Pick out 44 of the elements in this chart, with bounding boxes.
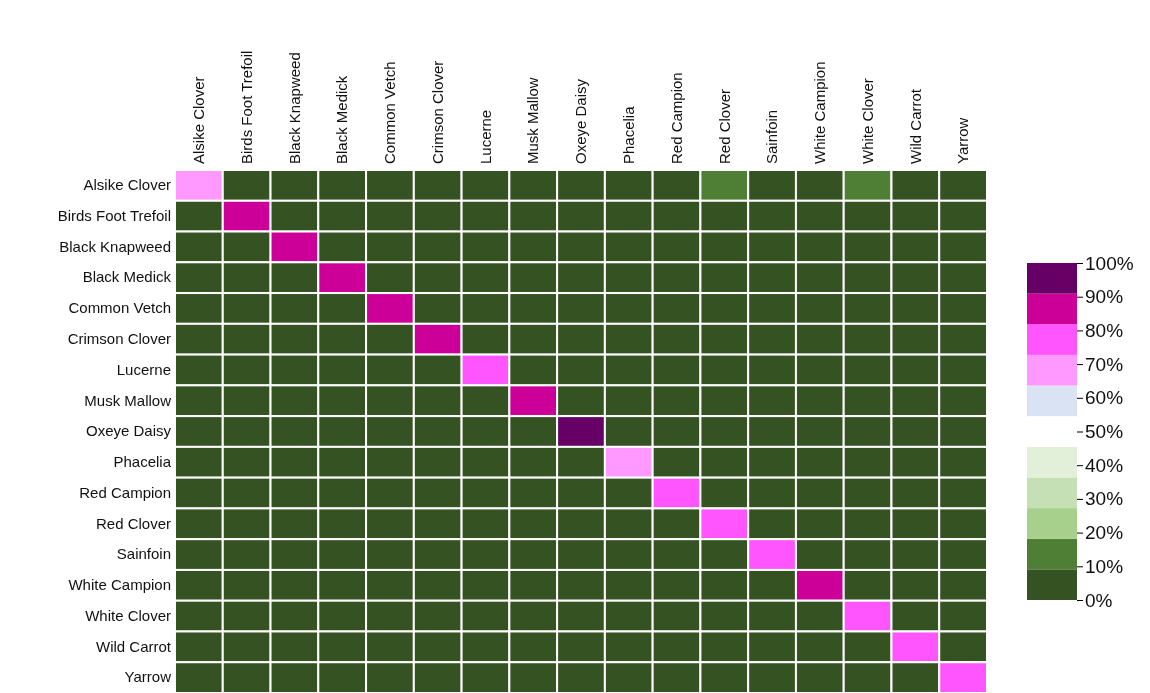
x-tick-label: Common Vetch bbox=[381, 61, 399, 164]
x-tick-label: Oxeye Daisy bbox=[572, 78, 590, 164]
y-tick-label: Crimson Clover bbox=[67, 330, 171, 348]
color-bar-label: 30% bbox=[1085, 488, 1124, 510]
x-tick-label: Musk Mallow bbox=[524, 77, 542, 164]
color-bar-label: 10% bbox=[1085, 555, 1124, 577]
x-tick-label: Black Medick bbox=[333, 75, 351, 164]
y-tick-label: Alsike Clover bbox=[83, 176, 171, 194]
color-bar-label: 70% bbox=[1085, 353, 1124, 375]
x-tick-label: Sainfoin bbox=[763, 109, 781, 164]
x-tick-label: Red Clover bbox=[715, 88, 733, 164]
y-tick-label: Birds Foot Trefoil bbox=[57, 206, 171, 224]
color-bar-label: 0% bbox=[1085, 589, 1113, 611]
x-tick-label: Lucerne bbox=[476, 109, 494, 164]
color-bar-label: 60% bbox=[1085, 387, 1124, 409]
y-tick-label: Common Vetch bbox=[68, 299, 171, 317]
x-tick-label: Yarrow bbox=[954, 117, 972, 164]
y-tick-label: Black Knapweed bbox=[59, 237, 171, 255]
y-tick-label: Oxeye Daisy bbox=[85, 422, 172, 440]
color-bar-label: 90% bbox=[1085, 286, 1124, 308]
color-bar-label: 20% bbox=[1085, 522, 1124, 544]
y-tick-label: White Campion bbox=[68, 576, 171, 594]
y-tick-label: Wild Carrot bbox=[95, 637, 172, 655]
color-bar-label: 80% bbox=[1085, 319, 1124, 341]
x-tick-label: Crimson Clover bbox=[428, 60, 446, 164]
x-tick-label: White Campion bbox=[811, 61, 829, 164]
color-bar-label: 100% bbox=[1085, 252, 1134, 274]
x-tick-label: Wild Carrot bbox=[906, 88, 924, 164]
y-tick-label: Sainfoin bbox=[116, 545, 171, 563]
y-tick-label: White Clover bbox=[85, 606, 171, 624]
y-tick-label: Musk Mallow bbox=[84, 391, 172, 409]
x-tick-label: Black Knapweed bbox=[285, 52, 303, 164]
x-tick-label: Phacelia bbox=[620, 105, 638, 164]
y-tick-label: Black Medick bbox=[82, 268, 172, 286]
color-bar-label: 40% bbox=[1085, 454, 1124, 476]
x-tick-label: Red Campion bbox=[667, 72, 685, 164]
color-bar-label: 50% bbox=[1085, 421, 1124, 443]
y-tick-label: Red Clover bbox=[95, 514, 171, 532]
x-tick-label: White Clover bbox=[858, 78, 876, 164]
y-tick-label: Yarrow bbox=[124, 668, 172, 686]
y-tick-label: Lucerne bbox=[116, 360, 171, 378]
y-tick-label: Phacelia bbox=[113, 453, 172, 471]
x-tick-label: Birds Foot Trefoil bbox=[237, 50, 255, 164]
y-tick-label: Red Campion bbox=[79, 483, 171, 501]
